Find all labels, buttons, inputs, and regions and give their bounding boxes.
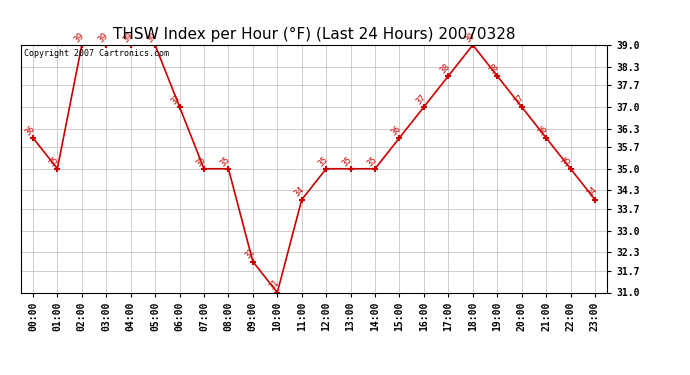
Text: 37: 37 — [414, 93, 428, 106]
Text: 36: 36 — [23, 124, 37, 137]
Text: 39: 39 — [121, 31, 135, 44]
Text: 39: 39 — [463, 31, 477, 44]
Text: 38: 38 — [439, 62, 452, 75]
Text: 37: 37 — [512, 93, 525, 106]
Text: 39: 39 — [97, 31, 110, 44]
Text: 35: 35 — [317, 154, 330, 168]
Text: 35: 35 — [195, 154, 208, 168]
Text: 35: 35 — [561, 154, 574, 168]
Text: 34: 34 — [585, 186, 599, 199]
Text: 31: 31 — [268, 278, 281, 292]
Text: 32: 32 — [243, 248, 257, 261]
Text: Copyright 2007 Cartronics.com: Copyright 2007 Cartronics.com — [23, 49, 168, 58]
Text: 39: 39 — [146, 31, 159, 44]
Text: 34: 34 — [292, 186, 306, 199]
Text: 36: 36 — [536, 124, 550, 137]
Text: 35: 35 — [219, 154, 232, 168]
Text: 37: 37 — [170, 93, 184, 106]
Text: 36: 36 — [390, 124, 403, 137]
Text: 35: 35 — [48, 154, 61, 168]
Title: THSW Index per Hour (°F) (Last 24 Hours) 20070328: THSW Index per Hour (°F) (Last 24 Hours)… — [112, 27, 515, 42]
Text: 35: 35 — [341, 154, 355, 168]
Text: 38: 38 — [488, 62, 501, 75]
Text: 35: 35 — [365, 154, 379, 168]
Text: 39: 39 — [72, 31, 86, 44]
